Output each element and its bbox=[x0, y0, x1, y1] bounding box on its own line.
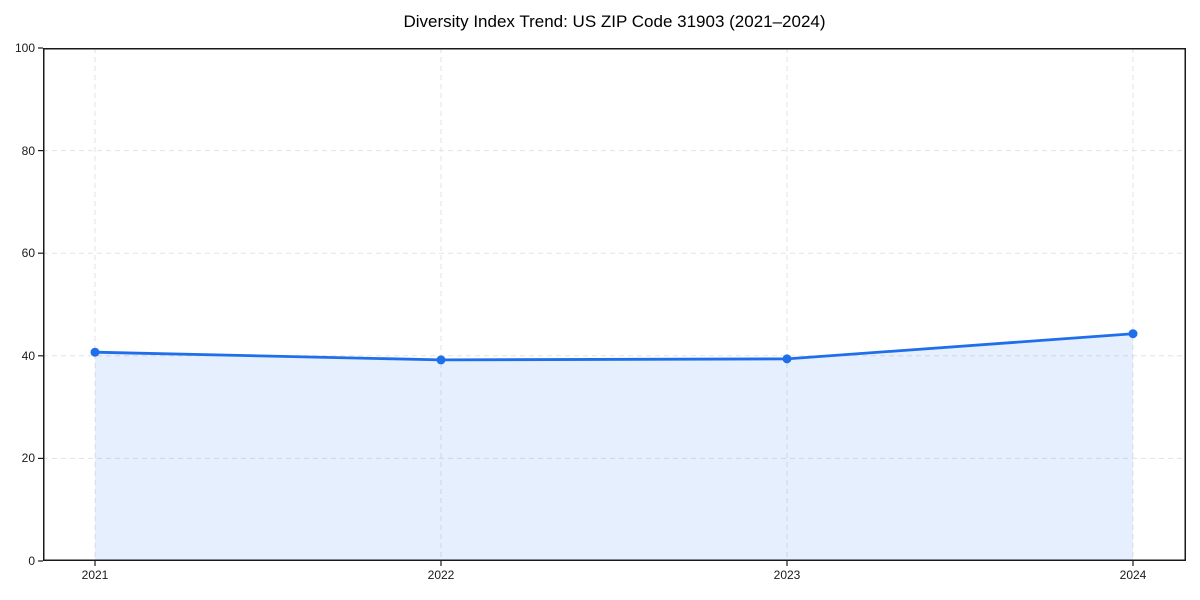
chart-title: Diversity Index Trend: US ZIP Code 31903… bbox=[403, 12, 826, 31]
y-tick-label: 60 bbox=[21, 246, 35, 261]
x-tick-label: 2023 bbox=[773, 568, 801, 582]
y-tick-label: 0 bbox=[28, 554, 35, 568]
x-tick-label: 2024 bbox=[1119, 568, 1147, 582]
data-point-marker bbox=[436, 355, 446, 365]
x-tick-label: 2022 bbox=[427, 568, 455, 582]
data-point-marker bbox=[1128, 329, 1138, 339]
y-tick-label: 40 bbox=[21, 348, 35, 363]
data-point-marker bbox=[782, 354, 792, 364]
x-tick-label: 2021 bbox=[81, 568, 109, 582]
chart-canvas bbox=[38, 47, 1186, 566]
trend-line bbox=[93, 332, 1135, 362]
data-point-marker bbox=[90, 347, 100, 357]
area-fill bbox=[95, 333, 1133, 561]
y-tick-label: 80 bbox=[21, 143, 35, 158]
y-tick-label: 100 bbox=[14, 41, 35, 55]
plot-frame bbox=[43, 48, 1186, 561]
plot-area bbox=[38, 47, 1186, 566]
y-tick-label: 20 bbox=[21, 451, 35, 466]
